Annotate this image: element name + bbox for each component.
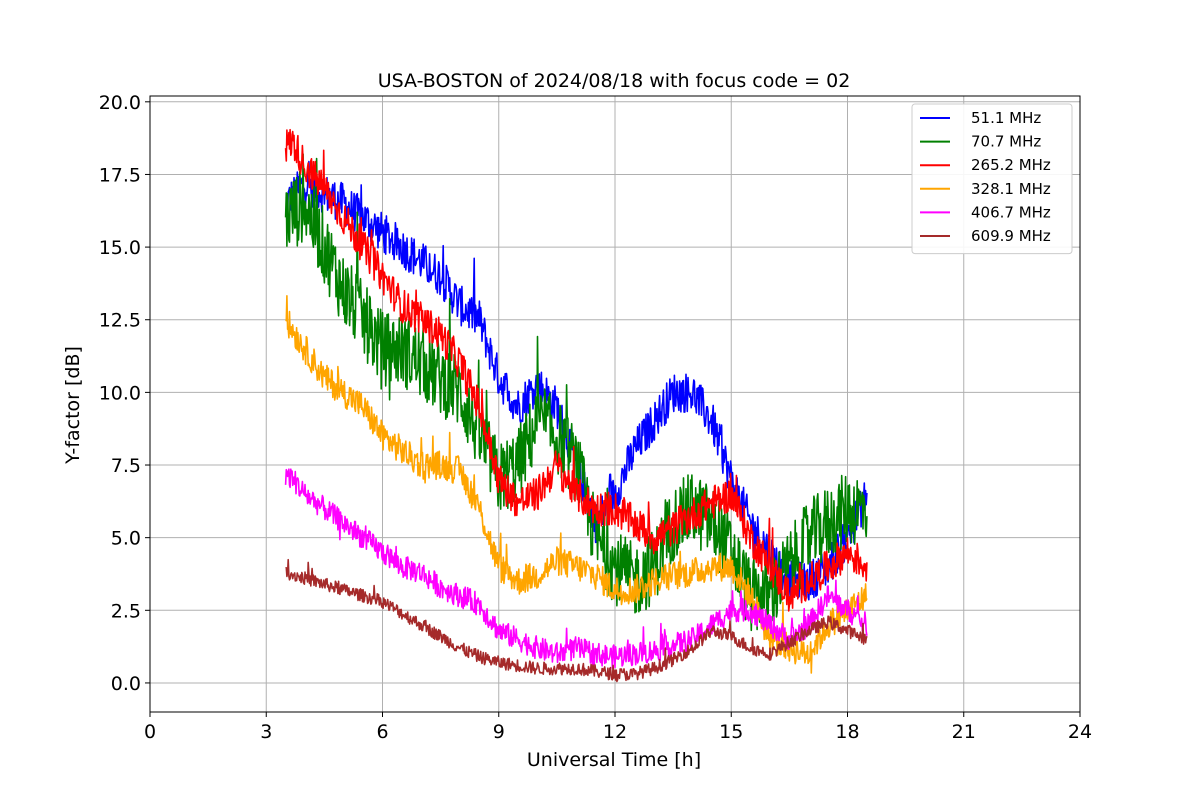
y-tick-label: 10.0: [99, 382, 141, 404]
y-tick-label: 5.0: [111, 528, 141, 550]
x-tick-label: 9: [493, 721, 505, 743]
y-tick-label: 15.0: [99, 237, 141, 259]
chart-title: USA-BOSTON of 2024/08/18 with focus code…: [378, 70, 851, 92]
y-tick-label: 2.5: [111, 600, 141, 622]
y-axis-label: Y-factor [dB]: [62, 346, 84, 465]
y-tick-label: 20.0: [99, 92, 141, 114]
legend-label: 70.7 MHz: [971, 133, 1041, 151]
x-tick-label: 3: [260, 721, 272, 743]
x-tick-label: 6: [376, 721, 388, 743]
legend-label: 609.9 MHz: [971, 227, 1051, 245]
series-line-5: [285, 558, 868, 683]
x-tick-label: 24: [1068, 721, 1092, 743]
legend-label: 406.7 MHz: [971, 203, 1051, 221]
x-tick-label: 12: [603, 721, 627, 743]
x-tick-label: 15: [719, 721, 743, 743]
axis-ticks: 0 3 6 9 12 15 18 21 24 0.0 2.5 5.0 7.5 10.0 12.5 15.0 17…: [99, 92, 1092, 743]
grid: [149, 96, 1081, 712]
legend-label: 265.2 MHz: [971, 156, 1051, 174]
x-tick-label: 18: [835, 721, 859, 743]
y-tick-label: 12.5: [99, 310, 141, 332]
y-tick-label: 0.0: [111, 673, 141, 695]
x-tick-label: 0: [144, 721, 156, 743]
legend-box: [911, 103, 1073, 255]
legend-label: 51.1 MHz: [971, 109, 1041, 127]
y-tick-label: 7.5: [111, 455, 141, 477]
x-tick-label: 21: [952, 721, 976, 743]
x-axis-label: Universal Time [h]: [527, 749, 701, 771]
series-group: [284, 128, 868, 683]
legend: 51.1 MHz 70.7 MHz 265.2 MHz 328.1 MHz 406.7 …: [911, 103, 1073, 255]
series-line-4: [284, 468, 868, 669]
series-line-2: [284, 128, 868, 612]
y-tick-label: 17.5: [99, 164, 141, 186]
legend-label: 328.1 MHz: [971, 180, 1051, 198]
